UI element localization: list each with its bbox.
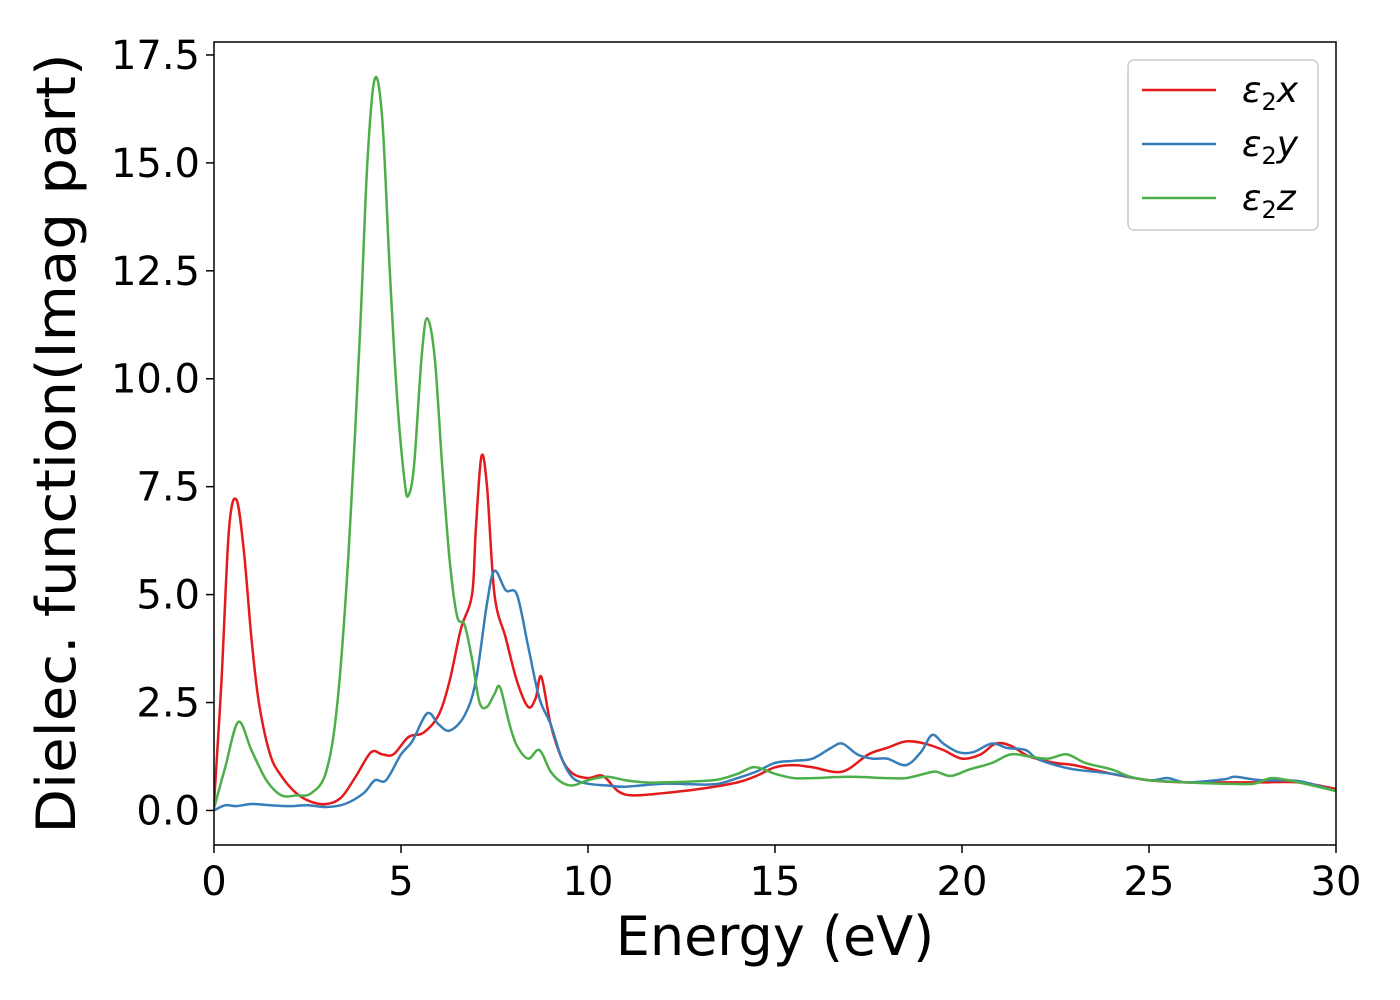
x-axis: 0 5 10 15 20 25 30	[201, 845, 1361, 905]
series-line-z	[214, 75, 1336, 809]
series-line-x	[214, 453, 1336, 806]
y-tick-label: 15.0	[111, 141, 200, 187]
y-tick-label: 7.5	[136, 465, 200, 511]
x-tick-label: 30	[1311, 859, 1362, 905]
y-tick-label: 2.5	[136, 681, 200, 727]
y-axis-label: Dielec. function(Imag part)	[25, 54, 88, 834]
y-axis: 0.0 2.5 5.0 7.5 10.0 12.5 15.0 17.5	[111, 33, 214, 834]
y-tick-label: 0.0	[136, 788, 200, 834]
x-tick-label: 20	[937, 859, 988, 905]
x-axis-label: Energy (eV)	[616, 905, 935, 968]
x-tick-label: 25	[1124, 859, 1175, 905]
y-tick-label: 10.0	[111, 357, 200, 403]
y-tick-label: 17.5	[111, 33, 200, 79]
legend-label: ε2z	[1242, 178, 1297, 224]
legend-label: ε2y	[1242, 124, 1299, 170]
series-line-y	[214, 569, 1336, 812]
legend-item-x: ε2x	[1142, 70, 1299, 116]
y-tick-label: 5.0	[136, 573, 200, 619]
legend-item-z: ε2z	[1142, 178, 1297, 224]
legend-label: ε2x	[1242, 70, 1299, 116]
x-tick-label: 0	[201, 859, 226, 905]
legend: ε2x ε2y ε2z	[1127, 59, 1319, 231]
x-tick-label: 15	[750, 859, 801, 905]
y-tick-label: 12.5	[111, 249, 200, 295]
x-tick-label: 5	[388, 859, 413, 905]
x-tick-label: 10	[563, 859, 614, 905]
legend-item-y: ε2y	[1142, 124, 1299, 170]
legend-box	[1127, 59, 1319, 231]
plot-layer	[214, 75, 1336, 812]
